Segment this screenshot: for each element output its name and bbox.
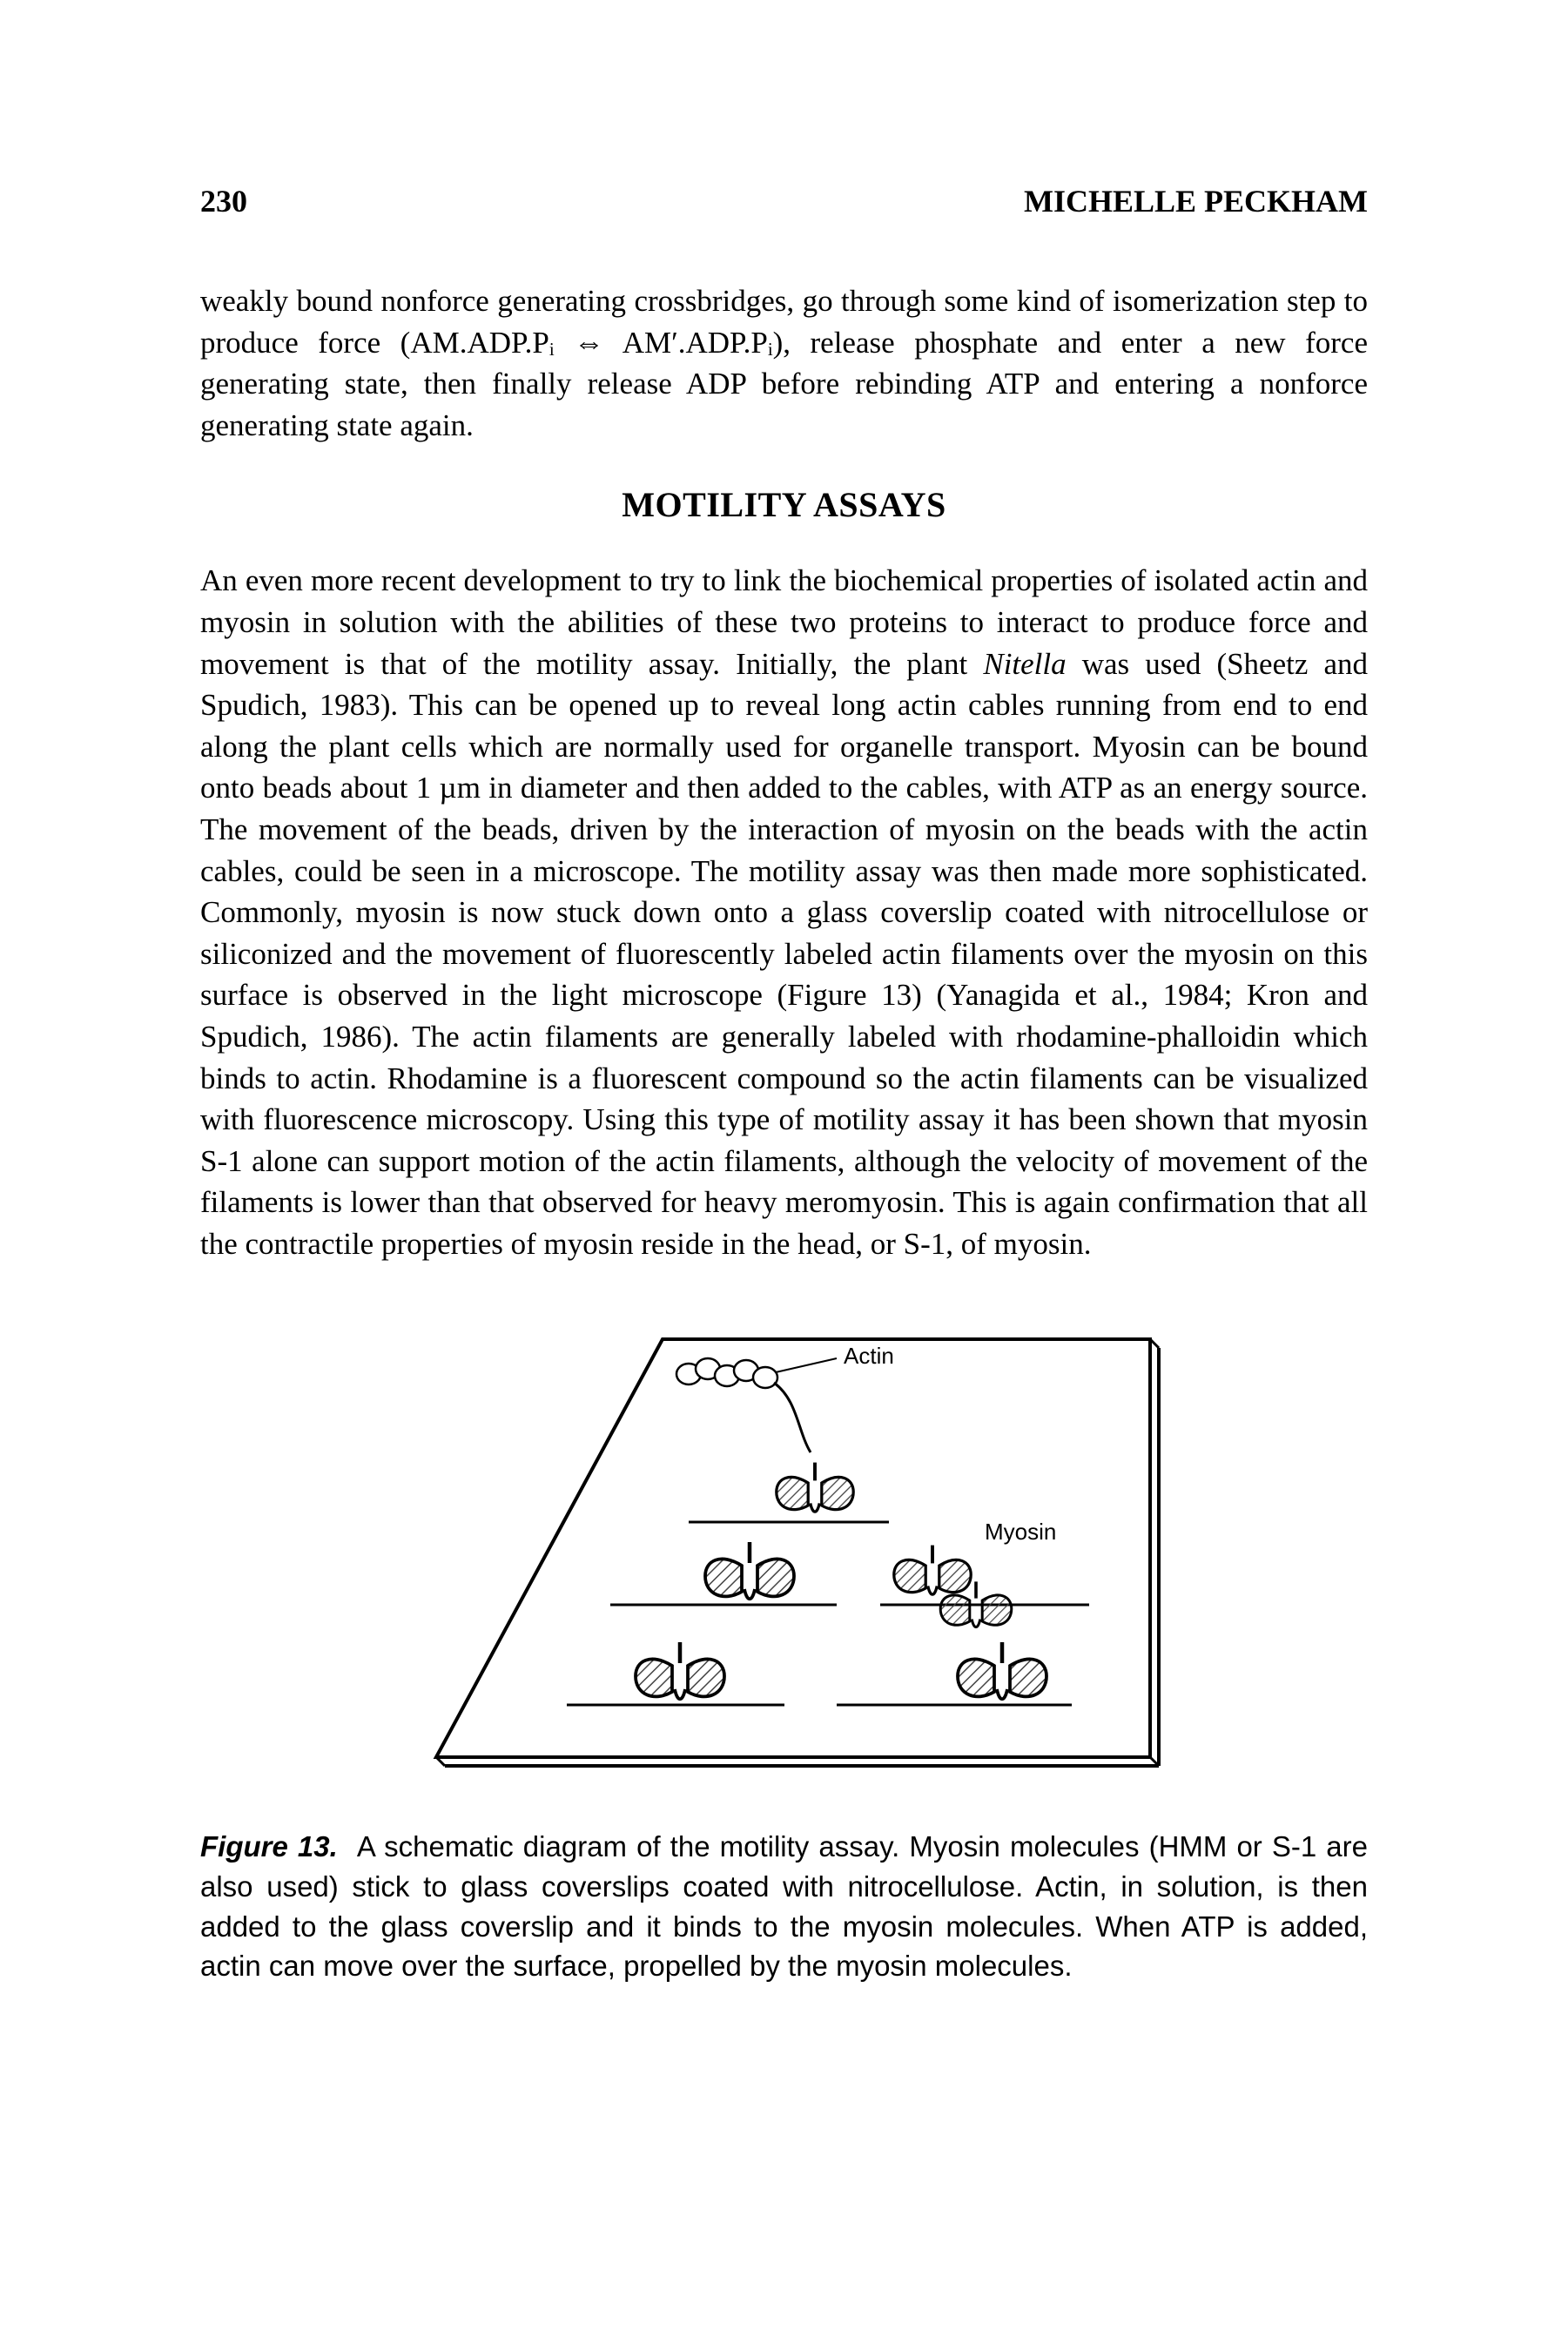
- figure-13-caption-text: A schematic diagram of the motility assa…: [200, 1830, 1368, 1982]
- figure-13-caption: Figure 13. A schematic diagram of the mo…: [200, 1827, 1368, 1985]
- paragraph-main-italic: Nitella: [983, 647, 1066, 681]
- paragraph-main: An even more recent development to try t…: [200, 560, 1368, 1264]
- section-heading: MOTILITY ASSAYS: [200, 484, 1368, 525]
- figure-13: Actin Myosin: [200, 1304, 1368, 1792]
- page-number: 230: [200, 183, 247, 219]
- paragraph-main-post: was used (Sheetz and Spudich, 1983). Thi…: [200, 647, 1368, 1261]
- running-head: MICHELLE PECKHAM: [1024, 183, 1368, 219]
- coverslip: [436, 1339, 1159, 1766]
- motility-assay-diagram: Actin Myosin: [401, 1304, 1168, 1792]
- figure-13-label: Figure 13.: [200, 1830, 338, 1863]
- actin-label: Actin: [844, 1343, 894, 1369]
- page-header: 230 MICHELLE PECKHAM: [200, 183, 1368, 219]
- myosin-label: Myosin: [985, 1519, 1056, 1545]
- paragraph-top: weakly bound nonforce generating crossbr…: [200, 280, 1368, 446]
